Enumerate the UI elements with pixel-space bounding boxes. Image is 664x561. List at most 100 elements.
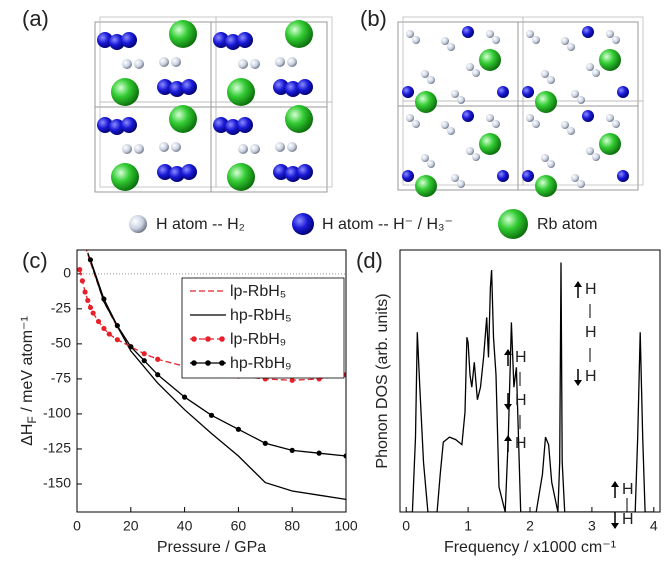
h2-atom — [571, 174, 579, 182]
rb-atom — [285, 20, 313, 48]
marker — [95, 318, 102, 325]
series — [87, 257, 346, 459]
rb-atom — [169, 105, 197, 133]
h2-atom — [526, 114, 534, 122]
x-tick-label: 3 — [588, 518, 596, 534]
marker — [262, 440, 268, 446]
panel-label: (c) — [22, 248, 48, 273]
legend-marker — [219, 360, 225, 366]
h-atom — [285, 81, 301, 97]
x-axis-label: Pressure / GPa — [157, 539, 266, 556]
h2-atom — [466, 63, 474, 71]
rb-atom — [169, 20, 197, 48]
h2-atom — [412, 120, 420, 128]
y-axis-label: Phonon DOS (arb. units) — [374, 293, 391, 468]
h2-atom — [134, 59, 144, 69]
h2-atom — [421, 154, 429, 162]
h-atom — [617, 170, 629, 182]
h-atom — [97, 32, 113, 48]
y-tick-label: -25 — [51, 300, 71, 316]
unit-cell — [210, 106, 328, 193]
h2-atom — [441, 121, 449, 129]
spin-arrow-head — [574, 281, 582, 287]
rb-atom — [599, 49, 621, 71]
h2-atom — [532, 120, 540, 128]
legend-text: H atom -- H₂ — [156, 216, 245, 233]
h-atom — [181, 79, 197, 95]
h2-atom — [441, 37, 449, 45]
marker — [235, 426, 241, 432]
h2-atom — [447, 43, 455, 51]
y-axis-label-part: ΔH — [19, 424, 36, 446]
h-atom — [462, 110, 474, 122]
h-atom — [237, 117, 253, 133]
rb-atom — [599, 133, 621, 155]
crystal-structure — [397, 16, 644, 197]
legend-marker — [205, 360, 211, 366]
x-tick-label: 40 — [177, 518, 193, 534]
h2-atom — [250, 144, 260, 154]
marker — [343, 453, 346, 459]
legend-label: lp-RbH₅ — [230, 283, 286, 300]
marker — [87, 257, 94, 263]
h2-atom — [547, 160, 555, 168]
annotation: H — [585, 368, 597, 385]
h2-atom — [567, 43, 575, 51]
y-axis-label-part: F — [25, 416, 39, 423]
legend-box — [181, 277, 345, 379]
h2-atom — [486, 114, 494, 122]
h2-atom — [472, 153, 480, 161]
h-atom — [273, 164, 289, 180]
h-atom — [402, 86, 414, 98]
h2-atom — [606, 30, 614, 38]
h2-atom — [238, 144, 248, 154]
h2-atom — [159, 142, 169, 152]
spin-arrow-head — [504, 349, 512, 355]
h2-atom — [406, 30, 414, 38]
spin-arrow-head — [611, 481, 619, 487]
h2-atom — [492, 120, 500, 128]
legend-marker — [191, 360, 197, 366]
crystal-structure — [94, 16, 333, 193]
h2-atom — [250, 59, 260, 69]
y-axis-label-part: / meV atom⁻¹ — [19, 316, 36, 416]
legend-marker — [205, 336, 211, 342]
h-atom — [213, 32, 229, 48]
h-atom — [225, 119, 241, 135]
rb-atom — [111, 78, 139, 106]
marker — [114, 323, 120, 329]
h2-atom — [561, 37, 569, 45]
marker — [289, 377, 295, 383]
annotation: H — [585, 324, 597, 341]
y-tick-label: -50 — [51, 335, 71, 351]
h2-atom — [492, 36, 500, 44]
h2-atom — [122, 144, 132, 154]
annotation: H — [515, 392, 527, 409]
annotation: H — [515, 435, 527, 452]
panel-label: (b) — [360, 6, 387, 31]
rb-atom — [479, 133, 501, 155]
h2-atom — [541, 154, 549, 162]
rb-atom — [227, 78, 255, 106]
series-line — [406, 262, 654, 512]
h-atom — [582, 26, 594, 38]
x-tick-label: 0 — [402, 518, 410, 534]
y-tick-label: 0 — [63, 265, 71, 281]
h-atom — [285, 166, 301, 182]
marker — [79, 278, 85, 284]
panel-label: (a) — [22, 6, 49, 31]
x-tick-label: 1 — [464, 518, 472, 534]
annotation: H — [515, 349, 527, 366]
h2-atom — [451, 174, 459, 182]
h2-atom — [171, 142, 181, 152]
h-atom — [522, 170, 534, 182]
legend-label: lp-RbH₉ — [230, 331, 286, 348]
marker — [316, 450, 322, 456]
marker — [141, 358, 147, 364]
h-atom — [121, 32, 137, 48]
h2-atom — [412, 36, 420, 44]
h2-atom — [532, 36, 540, 44]
h2-atom — [159, 57, 169, 67]
structure-legend: H atom -- H₂ H atom -- H⁻ / H₃⁻ Rb atom — [129, 209, 597, 239]
h2-atom — [275, 142, 285, 152]
